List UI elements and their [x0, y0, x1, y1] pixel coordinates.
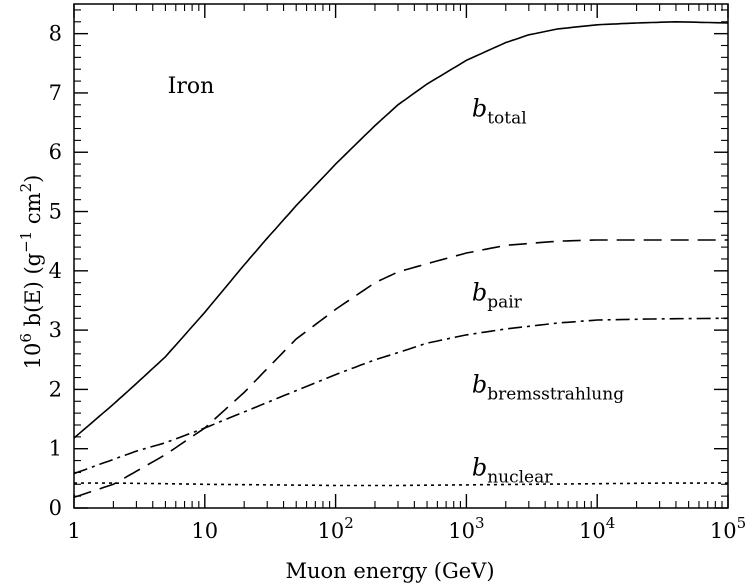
x-tick-exp: 5 [737, 514, 747, 532]
y-tick-label: 8 [49, 22, 62, 46]
x-tick-exp: 4 [606, 514, 616, 532]
annotation-subscript: nuclear [487, 467, 553, 487]
annotation-brems-label: bbremsstrahlung [472, 370, 624, 404]
annotation-subscript: total [487, 109, 526, 129]
y-axis-title-prefix: 10 [21, 343, 45, 370]
y-tick-label: 7 [49, 81, 62, 105]
y-axis-title-suffix: ) [21, 175, 45, 183]
y-axis-title-prefix-exp: 6 [17, 333, 35, 343]
x-axis-title: Muon energy (GeV) [285, 559, 494, 583]
x-tick-label: 10 [191, 519, 218, 543]
annotation-total-label: btotal [472, 95, 527, 129]
x-tick-label: 105 [710, 514, 746, 543]
y-axis-title-unit-exp1: −1 [17, 231, 35, 253]
x-tick-base: 10 [448, 519, 475, 543]
y-tick-label: 2 [49, 377, 62, 401]
x-tick-base: 10 [710, 519, 737, 543]
x-tick-label: 104 [579, 514, 615, 543]
annotation-pair-label: bpair [472, 278, 523, 312]
x-tick-exp: 3 [475, 514, 485, 532]
y-tick-label: 6 [49, 140, 62, 164]
plot-frame [73, 3, 729, 509]
y-tick-label: 0 [49, 496, 62, 520]
series-line-bremsstrahlung [73, 317, 728, 475]
series-line-nuclear [74, 482, 728, 487]
annotation-subscript: bremsstrahlung [487, 384, 624, 404]
plot-area [73, 20, 729, 499]
annotation-nuclear-label: bnuclear [472, 453, 553, 487]
y-axis-title: 106 b(E) (g−1 cm2) [17, 175, 45, 370]
annotation-main: b [472, 370, 487, 398]
series-line-pair [73, 239, 728, 499]
y-tick-label: 4 [49, 259, 62, 283]
y-tick-label: 3 [49, 318, 62, 342]
x-tick-base: 1 [67, 519, 80, 543]
x-tick-label: 103 [448, 514, 484, 543]
x-tick-label: 102 [317, 514, 353, 543]
series-line-total [73, 20, 729, 439]
y-axis-title-unit-exp2: 2 [17, 183, 35, 193]
x-tick-label: 1 [67, 519, 80, 543]
x-tick-base: 10 [191, 519, 218, 543]
x-tick-base: 10 [317, 519, 344, 543]
x-tick-base: 10 [579, 519, 606, 543]
annotation-main: b [472, 278, 487, 306]
annotation-main: Iron [168, 74, 215, 99]
annotation-material: Iron [168, 74, 215, 99]
y-axis-title-quantity: b(E) (g [21, 253, 45, 333]
y-tick-label: 5 [49, 200, 62, 224]
x-tick-exp: 2 [344, 514, 354, 532]
annotation-main: b [472, 453, 487, 481]
y-axis-title-unit-mid: cm [21, 192, 45, 230]
annotation-subscript: pair [487, 292, 522, 312]
annotation-main: b [472, 95, 487, 123]
y-tick-label: 1 [49, 437, 62, 461]
